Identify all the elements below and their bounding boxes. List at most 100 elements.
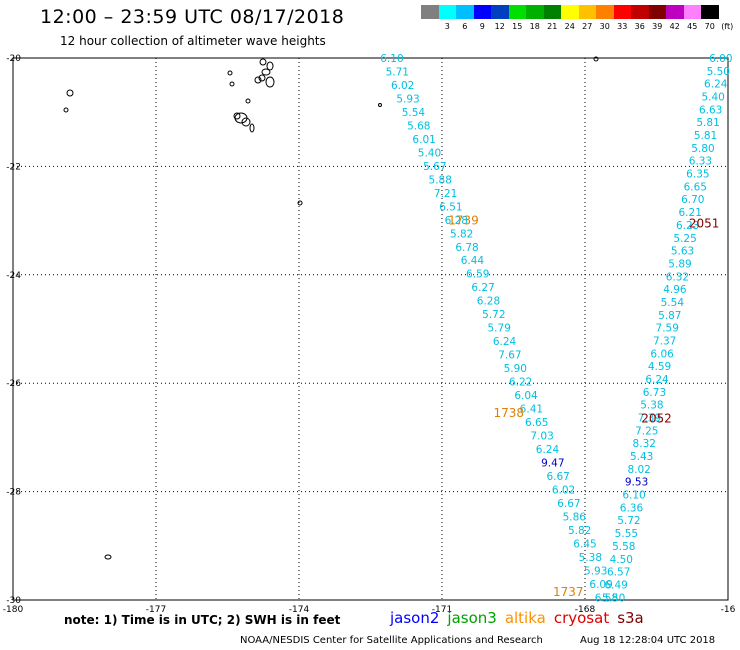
wave-height-value: 5.79	[488, 323, 511, 335]
wave-height-value: 8.02	[627, 464, 650, 476]
pass-time-label: 1739	[448, 214, 479, 228]
island-outline	[254, 76, 262, 84]
mission-legend: jason2 jason3 altika cryosat s3a	[390, 609, 644, 627]
island-outline	[266, 61, 274, 71]
wave-height-value: 4.59	[648, 361, 671, 373]
wave-height-value: 5.68	[407, 120, 430, 132]
footer-timestamp: Aug 18 12:28:04 UTC 2018	[580, 635, 716, 646]
wave-height-value: 5.87	[658, 310, 681, 322]
wave-height-value: 5.63	[671, 246, 694, 258]
island-outline	[104, 554, 112, 560]
legend-swatch	[491, 5, 509, 19]
mission-label: jason2	[390, 609, 440, 627]
island-outline	[233, 112, 241, 120]
legend-label: 33	[617, 22, 628, 31]
legend-swatch	[421, 5, 439, 19]
wave-height-value: 7.21	[434, 188, 457, 200]
lon-tick-label: -180	[3, 605, 24, 615]
footer-note: note: 1) Time is in UTC; 2) SWH is in fe…	[64, 613, 341, 627]
wave-height-value: 6.78	[455, 242, 478, 254]
wave-height-value: 6.57	[607, 567, 630, 579]
wave-height-value: 6.28	[477, 296, 500, 308]
wave-height-value: 6.73	[643, 387, 666, 399]
legend-label: 3	[444, 22, 450, 31]
lon-tick-label: -177	[146, 605, 166, 615]
pass-time-label: 1737	[553, 585, 584, 599]
mission-label: altika	[504, 609, 546, 627]
wave-height-value: 5.80	[691, 143, 714, 155]
wave-height-value: 7.03	[530, 431, 553, 443]
island-outline	[249, 123, 255, 133]
wave-height-value: 5.81	[694, 130, 717, 142]
legend-label: (ft)	[721, 22, 734, 31]
wave-height-value: 5.55	[615, 528, 638, 540]
legend-swatch	[456, 5, 474, 19]
island-outline	[63, 107, 69, 113]
wave-height-value: 5.71	[386, 66, 409, 78]
island-outline	[241, 117, 251, 127]
wave-height-value: 6.00	[709, 53, 732, 65]
wave-height-value: 6.23	[676, 220, 699, 232]
wave-height-value: 6.51	[439, 201, 462, 213]
legend-label: 70	[704, 22, 715, 31]
wave-height-value: 5.25	[673, 233, 696, 245]
wave-height-value: 5.58	[612, 541, 635, 553]
mission-label: cryosat	[553, 609, 610, 627]
wave-height-value: 5.72	[482, 309, 505, 321]
legend-label: 39	[652, 22, 663, 31]
wave-height-value: 7.25	[635, 425, 658, 437]
legend-label: 27	[582, 22, 593, 31]
island-outline	[261, 68, 271, 76]
island-outline	[378, 103, 382, 107]
lat-tick-label: -22	[6, 162, 21, 172]
wave-height-value: 6.58	[595, 592, 618, 604]
lon-tick-label: -16	[721, 605, 736, 615]
wave-height-value: 5.50	[602, 592, 625, 604]
wave-height-value: 6.28	[445, 215, 468, 227]
wave-height-value: 7.37	[653, 335, 676, 347]
wave-height-value: 5.81	[696, 117, 719, 129]
lon-tick-label: -168	[575, 605, 596, 615]
lat-tick-label: -30	[6, 596, 21, 606]
wave-height-value: 6.02	[391, 80, 414, 92]
lat-tick-label: -20	[6, 54, 21, 64]
wave-height-value: 5.40	[701, 92, 724, 104]
legend-swatch	[561, 5, 579, 19]
wave-height-value: 9.53	[625, 477, 648, 489]
legend-swatch	[438, 5, 456, 19]
wave-height-value: 5.38	[640, 400, 663, 412]
lat-tick-label: -28	[6, 488, 21, 498]
wave-height-value: 7.39	[638, 413, 661, 425]
wave-height-value: 5.86	[563, 511, 587, 523]
legend-swatch	[526, 5, 544, 19]
wave-height-value: 5.54	[402, 107, 426, 119]
wave-height-value: 6.24	[536, 444, 560, 456]
wave-height-value: 6.32	[666, 271, 689, 283]
wave-height-legend: 3 6 9 12 15 18 21 24 27 30 33 36 39 42 45 70 (ft)	[421, 5, 736, 31]
legend-label: 24	[564, 22, 575, 31]
pass-time-label: 1738	[493, 406, 524, 420]
island-outline	[593, 56, 599, 62]
mission-label: jason3	[447, 609, 497, 627]
island-outline	[229, 81, 235, 87]
wave-height-value: 5.82	[568, 525, 591, 537]
wave-height-value: 6.01	[412, 134, 435, 146]
legend-label: 12	[494, 22, 505, 31]
legend-label: 21	[547, 22, 558, 31]
wave-height-value: 7.67	[498, 350, 521, 362]
island-outline	[297, 200, 303, 206]
map-frame	[12, 57, 729, 601]
legend-label: 30	[599, 22, 610, 31]
lat-tick-label: -26	[6, 379, 21, 389]
wave-height-value: 5.50	[707, 66, 730, 78]
wave-height-value: 6.27	[471, 282, 494, 294]
wave-height-value: 6.70	[681, 194, 704, 206]
wave-height-value: 5.89	[668, 258, 691, 270]
legend-label: 36	[634, 22, 645, 31]
wave-height-value: 5.90	[504, 363, 527, 375]
lon-tick-label: -171	[432, 605, 452, 615]
legend-swatch	[648, 5, 666, 19]
wave-height-value: 8.32	[633, 438, 656, 450]
legend-swatch	[683, 5, 701, 19]
wave-height-value: 6.63	[699, 104, 722, 116]
